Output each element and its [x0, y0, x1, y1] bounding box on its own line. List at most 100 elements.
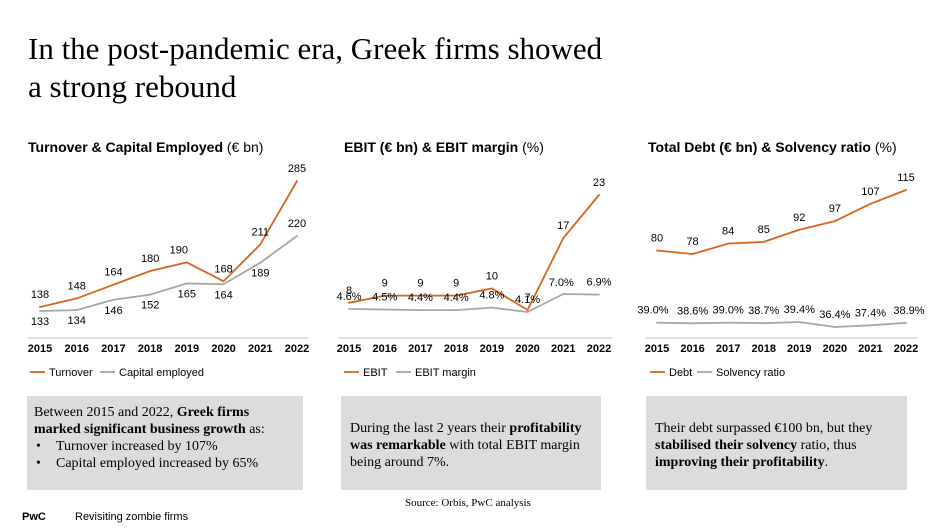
- debt-solvency-ratio-segment-2017: [727, 321, 765, 325]
- chart2-title: EBIT (€ bn) & EBIT margin (%): [344, 139, 544, 155]
- debt-debt-label-2016: 78: [686, 236, 698, 248]
- note-debt-text-a: Their debt surpassed €100 bn, but they: [655, 421, 873, 436]
- note-profitability: During the last 2 years their profitabil…: [341, 396, 601, 490]
- note-profitability-text-c: with total EBIT margin being around 7%.: [350, 438, 580, 470]
- turnover-capital-employed-segment-2019: [185, 282, 225, 286]
- ebit-ebit-label-2017: 9: [417, 278, 423, 290]
- note-growth-text-a: Between 2015 and 2022,: [34, 405, 177, 420]
- debt-debt-label-2020: 97: [829, 203, 841, 215]
- page-title-line-2: a strong rebound: [28, 69, 237, 104]
- debt-x-tick-2018: 2018: [751, 343, 775, 355]
- ebit-x-tick-2021: 2021: [551, 343, 575, 355]
- turnover-x-tick-2016: 2016: [64, 343, 88, 355]
- turnover-turnover-label-2016: 148: [68, 280, 86, 292]
- debt-debt-segment-2021: [869, 189, 907, 205]
- debt-solvency-ratio-label-2022: 38.9%: [893, 305, 924, 317]
- chart3-title: Total Debt (€ bn) & Solvency ratio (%): [648, 139, 897, 155]
- chart3-title-unit: (%): [871, 139, 897, 155]
- turnover-x-tick-2018: 2018: [138, 343, 162, 355]
- ebit-ebit-margin-label-2018: 4.4%: [444, 292, 469, 304]
- ebit-ebit-margin-label-2019: 4.8%: [479, 290, 504, 302]
- turnover-x-tick-2020: 2020: [211, 343, 235, 355]
- turnover-turnover-label-2022: 285: [288, 163, 306, 175]
- ebit-ebit-margin-label-2015: 4.6%: [336, 291, 361, 303]
- ebit-ebit-margin-segment-2018: [455, 306, 493, 312]
- debt-solvency-ratio-label-2016: 38.6%: [677, 305, 708, 317]
- turnover-turnover-segment-2021: [259, 180, 298, 246]
- turnover-turnover-label-2015: 138: [31, 289, 49, 301]
- turnover-turnover-segment-2019: [185, 261, 225, 283]
- page-title-line-1: In the post-pandemic era, Greek firms sh…: [28, 31, 603, 66]
- turnover-turnover-label-2018: 180: [141, 253, 159, 265]
- ebit-ebit-margin-label-2022: 6.9%: [586, 277, 611, 289]
- page-title: In the post-pandemic era, Greek firms sh…: [28, 30, 748, 106]
- ebit-ebit-segment-2019: [490, 287, 529, 311]
- debt-debt-segment-2020: [833, 202, 872, 223]
- ebit-ebit-label-2021: 17: [557, 220, 569, 232]
- turnover-turnover-label-2021: 211: [252, 226, 270, 238]
- turnover-turnover-segment-2018: [149, 261, 188, 272]
- ebit-ebit-label-2018: 9: [453, 278, 459, 290]
- turnover-x-tick-2015: 2015: [28, 343, 52, 355]
- ebit-ebit-margin-segment-2015: [348, 307, 386, 311]
- debt-debt-segment-2016: [691, 242, 730, 255]
- debt-solvency-ratio-segment-2021: [869, 321, 907, 327]
- debt-solvency-ratio-segment-2018: [762, 321, 801, 325]
- ebit-ebit-label-2022: 23: [593, 177, 605, 189]
- ebit-ebit-label-2020: 7: [525, 292, 531, 304]
- note-profitability-text-a: During the last 2 years their: [350, 421, 510, 436]
- debt-debt-label-2021: 107: [861, 186, 879, 198]
- turnover-capital-employed-segment-2021: [259, 235, 298, 264]
- turnover-x-tick-2017: 2017: [101, 343, 125, 355]
- turnover-legend-capital-employed-label: Capital employed: [119, 367, 204, 379]
- debt-solvency-ratio-label-2018: 38.7%: [748, 305, 779, 317]
- note-profitability-text-b: profitability was remarkable: [350, 421, 582, 453]
- debt-debt-segment-2015: [656, 249, 694, 255]
- debt-solvency-ratio-segment-2016: [691, 321, 730, 325]
- debt-solvency-ratio-segment-2019: [798, 321, 836, 328]
- note-growth-text-c: as:: [245, 422, 265, 437]
- chart1-title-bold: Turnover & Capital Employed: [28, 139, 223, 155]
- note-debt-text-e: .: [824, 455, 829, 470]
- note-growth-bullet-turnover: Turnover increased by 107%: [34, 438, 295, 455]
- note-growth: Between 2015 and 2022, Greek firms marke…: [27, 396, 303, 490]
- debt-x-tick-2016: 2016: [680, 343, 704, 355]
- ebit-ebit-margin-label-2017: 4.4%: [408, 292, 433, 304]
- footer-brand: PwC: [22, 511, 46, 523]
- turnover-capital-employed-label-2022: 220: [288, 218, 306, 230]
- debt-debt-label-2019: 92: [793, 212, 805, 224]
- ebit-x-tick-2022: 2022: [587, 343, 611, 355]
- ebit-ebit-label-2019: 10: [486, 270, 498, 282]
- note-growth-list: Turnover increased by 107% Capital emplo…: [34, 438, 295, 472]
- ebit-ebit-margin-label-2020: 4.1%: [515, 294, 540, 306]
- debt-debt-label-2022: 115: [897, 172, 915, 184]
- ebit-ebit-segment-2018: [455, 287, 493, 297]
- debt-solvency-ratio-label-2021: 37.4%: [855, 307, 886, 319]
- chart1-title: Turnover & Capital Employed (€ bn): [28, 139, 263, 155]
- debt-solvency-ratio-label-2019: 39.4%: [784, 304, 815, 316]
- turnover-x-tick-2021: 2021: [248, 343, 272, 355]
- debt-debt-label-2015: 80: [651, 233, 663, 245]
- debt-solvency-ratio-segment-2015: [656, 321, 694, 325]
- ebit-ebit-margin-segment-2019: [490, 306, 529, 313]
- chart2-title-bold: EBIT (€ bn) & EBIT margin: [344, 139, 519, 155]
- ebit-ebit-label-2016: 9: [382, 278, 388, 290]
- note-growth-text-b: Greek firms marked significant business …: [34, 405, 250, 437]
- note-growth-bullet-capital: Capital employed increased by 65%: [34, 455, 295, 472]
- turnover-turnover-segment-2016: [75, 283, 115, 300]
- source-note: Source: Orbis, PwC analysis: [405, 497, 531, 509]
- turnover-x-tick-2022: 2022: [285, 343, 309, 355]
- ebit-ebit-segment-2015: [348, 294, 386, 304]
- note-debt: Their debt surpassed €100 bn, but they s…: [646, 396, 907, 490]
- ebit-x-tick-2019: 2019: [480, 343, 504, 355]
- turnover-turnover-label-2020: 168: [214, 263, 232, 275]
- debt-debt-segment-2018: [762, 228, 801, 243]
- ebit-ebit-segment-2020: [526, 237, 565, 311]
- turnover-capital-employed-segment-2016: [75, 298, 115, 312]
- turnover-legend-turnover-label: Turnover: [49, 367, 93, 379]
- debt-solvency-ratio-label-2017: 39.0%: [713, 305, 744, 317]
- debt-debt-label-2017: 84: [722, 226, 734, 238]
- debt-solvency-ratio-label-2020: 36.4%: [819, 309, 850, 321]
- ebit-x-tick-2020: 2020: [515, 343, 539, 355]
- ebit-x-tick-2015: 2015: [337, 343, 361, 355]
